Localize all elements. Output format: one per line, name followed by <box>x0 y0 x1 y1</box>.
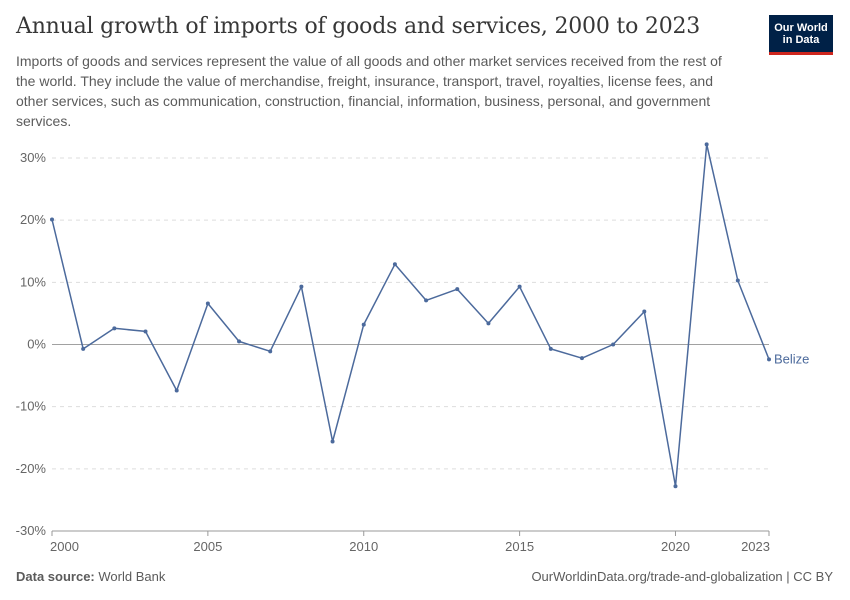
data-point[interactable] <box>704 142 709 147</box>
data-point[interactable] <box>361 322 366 327</box>
logo-line-1: Our World <box>774 21 828 34</box>
x-axis: 2000 2005 2010 2015 2020 2023 <box>50 530 770 554</box>
series-label[interactable]: Belize <box>774 351 809 366</box>
chart-title: Annual growth of imports of goods and se… <box>16 14 701 39</box>
data-point[interactable] <box>517 284 522 289</box>
data-point[interactable] <box>673 484 678 489</box>
data-point[interactable] <box>174 388 179 393</box>
data-point[interactable] <box>81 346 86 351</box>
data-point[interactable] <box>205 301 210 306</box>
logo-line-2: in Data <box>782 33 820 46</box>
data-point[interactable] <box>548 346 553 351</box>
data-point[interactable] <box>50 217 54 222</box>
data-source-value[interactable]: World Bank <box>98 569 166 584</box>
data-point[interactable] <box>299 284 304 289</box>
data-source: Data source: World Bank <box>16 569 165 584</box>
chart-subtitle: Imports of goods and services represent … <box>16 53 722 129</box>
y-tick-label: 10% <box>20 274 46 289</box>
x-tick-label: 2020 <box>661 539 690 554</box>
y-tick-label: -30% <box>16 523 47 538</box>
data-point[interactable] <box>486 321 491 326</box>
data-point[interactable] <box>735 278 740 283</box>
y-tick-label: 20% <box>20 212 46 227</box>
data-point[interactable] <box>455 287 460 292</box>
data-point[interactable] <box>424 298 429 303</box>
x-tick-label: 2023 <box>741 539 770 554</box>
data-point[interactable] <box>112 326 117 331</box>
data-source-label: Data source: <box>16 569 95 584</box>
data-point[interactable] <box>642 309 647 314</box>
y-tick-label: 0% <box>27 337 46 352</box>
x-tick-label: 2000 <box>50 539 79 554</box>
data-point[interactable] <box>579 356 584 361</box>
data-point[interactable] <box>143 329 148 334</box>
y-tick-label: -10% <box>16 399 47 414</box>
data-point[interactable] <box>767 357 771 362</box>
y-tick-label: -20% <box>16 461 47 476</box>
series-line[interactable] <box>51 143 770 487</box>
series-belize[interactable]: Belize <box>50 142 809 489</box>
data-point[interactable] <box>392 262 397 267</box>
data-point[interactable] <box>237 339 242 344</box>
y-tick-label: 30% <box>20 150 46 165</box>
x-tick-label: 2005 <box>193 539 222 554</box>
footer-url[interactable]: OurWorldinData.org/trade-and-globalizati… <box>531 569 833 584</box>
y-axis-tick-labels: -30% -20% -10% 0% 10% 20% 30% <box>16 150 47 538</box>
grid-lines <box>52 157 769 532</box>
x-tick-label: 2010 <box>349 539 378 554</box>
data-point[interactable] <box>330 439 335 444</box>
x-tick-label: 2015 <box>505 539 534 554</box>
data-point[interactable] <box>611 342 616 347</box>
owid-logo[interactable]: Our World in Data <box>769 15 833 55</box>
data-point[interactable] <box>268 349 273 354</box>
